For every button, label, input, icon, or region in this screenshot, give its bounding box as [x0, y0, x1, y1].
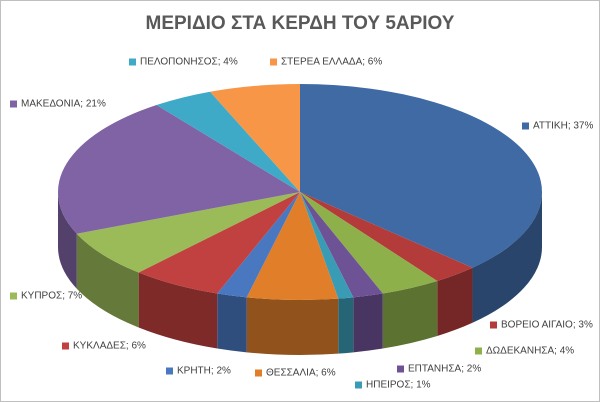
slice-side [217, 293, 247, 353]
slice [210, 84, 300, 192]
label-swatch [475, 347, 482, 355]
label-swatch [397, 365, 404, 373]
label-swatch [10, 292, 17, 300]
slice-side [138, 272, 218, 349]
slice-side [76, 233, 139, 328]
slice [156, 91, 300, 192]
slice-side [437, 267, 473, 336]
data-label: ΚΡΗΤΗ; 2% [177, 366, 231, 377]
data-label: ΚΥΠΡΟΣ; 7% [21, 291, 82, 302]
label-swatch [355, 381, 362, 389]
slice-side [246, 297, 339, 355]
data-label: ΑΤΤΙΚΗ; 37% [533, 121, 593, 132]
label-swatch [255, 369, 262, 377]
slice [217, 192, 300, 298]
data-label: ΜΑΚΕΔΟΝΙΑ; 21% [21, 99, 106, 110]
label-swatch [522, 122, 529, 130]
slice-side [58, 192, 77, 289]
labels: ΑΤΤΙΚΗ; 37% ΒΟΡΕΙΟ ΑΙΓΑΙΟ; 3% ΔΩΔΕΚΑΝΗΣΑ; … [10, 57, 593, 391]
slice [300, 192, 473, 281]
label-swatch [166, 367, 173, 375]
data-label: ΣΤΕΡΕΑ ΕΛΛΑΔΑ; 6% [281, 57, 382, 68]
slice [57, 105, 301, 234]
slice [300, 84, 542, 268]
slice-side [382, 280, 438, 349]
data-label: ΠΕΛΟΠΟΝΗΣΟΣ; 4% [140, 57, 238, 68]
data-label: ΘΕΣΣΑΛΙΑ; 6% [266, 368, 336, 379]
slice [76, 192, 301, 273]
slice [300, 192, 354, 299]
data-label: ΒΟΡΕΙΟ ΑΙΓΑΙΟ; 3% [501, 320, 593, 331]
pie [57, 84, 542, 355]
slice [138, 192, 300, 294]
slice-side [472, 192, 542, 323]
slice [246, 192, 339, 300]
slice-side [338, 297, 354, 354]
slice [300, 192, 383, 298]
label-swatch [129, 58, 136, 66]
data-label: ΚΥΚΛΑΔΕΣ; 6% [73, 341, 146, 352]
label-swatch [270, 58, 277, 66]
slice [300, 192, 438, 294]
label-swatch [490, 321, 497, 329]
label-swatch [10, 100, 17, 108]
data-label: ΔΩΔΕΚΑΝΗΣΑ; 4% [486, 346, 574, 357]
chart-title: ΜΕΡΙΔΙΟ ΣΤΑ ΚΕΡΔΗ ΤΟΥ 5ΑΡΙΟΥ [146, 13, 455, 34]
data-label: ΕΠΤΑΝΗΣΑ; 2% [408, 364, 481, 375]
slice-side [353, 293, 383, 353]
data-label: ΗΠΕΙΡΟΣ; 1% [366, 380, 431, 391]
label-swatch [62, 342, 69, 350]
